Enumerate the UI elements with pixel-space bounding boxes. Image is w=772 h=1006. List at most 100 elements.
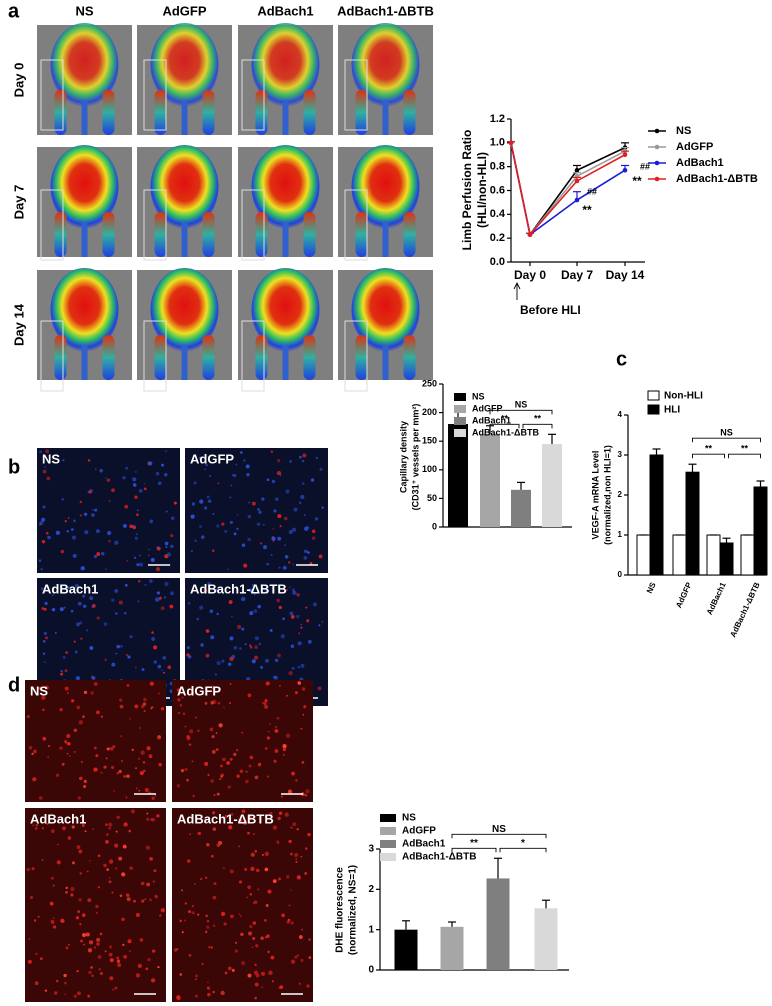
cell: [112, 988, 115, 991]
cell: [89, 596, 94, 601]
cell: [273, 675, 278, 680]
cell: [87, 994, 91, 998]
cell: [76, 969, 79, 973]
cell: [130, 809, 136, 814]
cell: [260, 542, 263, 545]
cell: [229, 683, 232, 685]
x-tick-label: Day 0: [514, 268, 546, 282]
cell: [96, 937, 101, 942]
cell: [149, 898, 152, 902]
cell: [277, 653, 281, 658]
cell: [311, 529, 316, 534]
legend-swatch: [454, 429, 466, 437]
cell: [193, 481, 197, 485]
cell: [224, 971, 228, 975]
cell: [288, 904, 291, 907]
cell: [244, 643, 247, 646]
cell: [132, 483, 137, 487]
cell: [47, 535, 51, 540]
cell: [152, 949, 156, 953]
cell: [311, 536, 316, 540]
cell: [296, 593, 300, 597]
cell: [290, 615, 295, 619]
roi-box: [344, 59, 368, 131]
cell: [289, 460, 292, 463]
y-tick-label: 2: [618, 490, 623, 499]
cell: [206, 920, 210, 923]
cell: [248, 588, 253, 593]
cell: [170, 591, 174, 596]
micrograph: NS: [25, 680, 166, 802]
cell: [151, 796, 155, 800]
cell: [207, 773, 210, 777]
image-label: AdBach1-ΔBTB: [190, 581, 287, 596]
cell: [145, 845, 150, 850]
cell: [294, 955, 298, 959]
cell: [87, 948, 93, 953]
cell: [239, 451, 243, 454]
cell: [158, 692, 160, 695]
legend-label: NS: [676, 125, 691, 137]
cell: [234, 949, 239, 953]
cell: [99, 469, 103, 473]
cell: [164, 541, 169, 546]
cell: [91, 604, 96, 608]
leg-heat: [403, 90, 416, 135]
cell: [285, 589, 289, 592]
cell: [64, 519, 67, 523]
legend-label: AdBach1-ΔBTB: [676, 173, 758, 185]
cell: [91, 513, 95, 517]
cell: [216, 843, 221, 847]
cell: [116, 959, 121, 964]
cell: [157, 965, 160, 969]
cell: [80, 637, 83, 641]
leg-heat: [355, 90, 368, 135]
cell: [292, 822, 297, 827]
cell: [213, 882, 217, 886]
cell: [181, 931, 184, 934]
cell: [146, 817, 150, 822]
cell: [166, 552, 172, 557]
cell: [68, 755, 71, 758]
cell: [148, 461, 153, 466]
cell: [121, 917, 125, 922]
cell: [83, 784, 87, 789]
panel-label: d: [8, 674, 20, 696]
leg-heat: [154, 90, 167, 135]
cell: [173, 501, 177, 505]
cell: [276, 470, 282, 476]
cell: [220, 774, 223, 778]
cell: [179, 973, 183, 976]
cell: [275, 497, 279, 501]
data-point: [622, 152, 628, 158]
cell: [108, 859, 114, 864]
cell: [290, 959, 296, 964]
legend-label: AdBach1: [472, 415, 511, 425]
cell: [310, 478, 315, 482]
cell: [221, 659, 225, 663]
cell: [301, 760, 305, 764]
cell: [108, 880, 112, 884]
cell: [231, 615, 233, 618]
cell: [165, 546, 168, 549]
cell: [73, 519, 76, 523]
cell: [107, 530, 112, 536]
tail: [181, 345, 188, 380]
cell: [139, 562, 144, 567]
cell: [284, 516, 288, 521]
cell: [45, 636, 48, 640]
legend-swatch: [647, 404, 660, 415]
cell: [72, 553, 77, 558]
cell: [188, 655, 192, 659]
significance-label: **: [534, 414, 542, 424]
cell: [279, 474, 282, 476]
cell: [126, 897, 131, 902]
cell: [231, 654, 236, 659]
cell: [194, 539, 197, 543]
cell: [59, 607, 64, 612]
cell: [119, 704, 124, 709]
cell: [42, 736, 47, 741]
cell: [154, 794, 157, 797]
cell: [204, 506, 208, 510]
cell: [54, 991, 58, 995]
